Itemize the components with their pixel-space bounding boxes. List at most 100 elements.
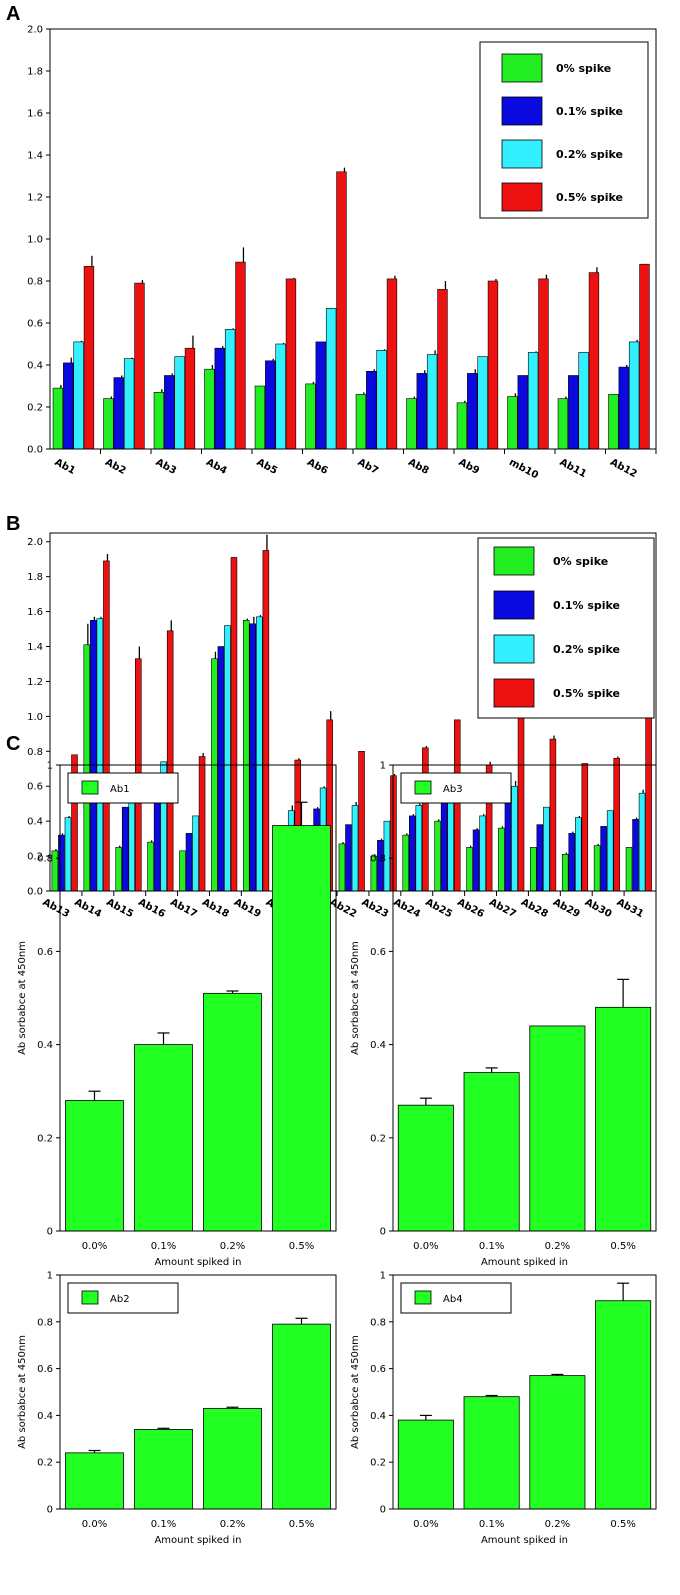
y-tick-label: 1.6	[27, 607, 43, 618]
x-axis-title: Amount spiked in	[154, 1535, 241, 1546]
bar-Ab28-0-1-spike	[536, 824, 544, 892]
bar-Ab3-0-5-spike	[184, 347, 196, 450]
x-tick-label: Ab31	[615, 897, 646, 920]
bar-Ab29-0-spike	[561, 854, 569, 892]
x-tick-label: Ab25	[423, 897, 454, 920]
chart-a: 0.0 0.2 0.4 0.6 0.8 1.0 1.2 1.4 1.6 1.8 2.0 Ab1 Ab2 A…	[27, 25, 657, 482]
legend-swatch	[501, 182, 543, 212]
bar-Ab27-0-spike	[498, 827, 505, 892]
bar-Ab7-0-2-spike	[376, 349, 387, 450]
x-tick-label: Ab4	[204, 457, 228, 477]
bar-Ab1-0-2-spike	[73, 341, 84, 450]
y-tick-label: 0	[380, 1505, 386, 1516]
bar-Ab18-0-1-spike	[217, 646, 225, 892]
bar-Ab14-0-spike	[83, 644, 91, 892]
bar-Ab26-0-2-spike	[479, 815, 486, 892]
bar-Ab31-0-5-spike	[645, 712, 652, 892]
bar-Ab17-0-5-spike	[198, 756, 206, 892]
y-tick-label: 1	[380, 761, 386, 772]
y-tick-label: 0.4	[37, 1411, 53, 1422]
x-tick-label: Ab11	[558, 457, 589, 480]
bar-Ab26-0-1-spike	[472, 829, 480, 892]
x-tick-label: Ab27	[487, 897, 518, 920]
bar-0.5%	[272, 825, 331, 1232]
bar-Ab28-0-5-spike	[549, 738, 557, 892]
y-tick-label: 0.6	[370, 947, 386, 958]
bar-Ab18-0-spike	[211, 658, 218, 892]
bar-Ab1-0-5-spike	[83, 265, 95, 450]
y-tick-label: 1	[47, 1271, 53, 1282]
legend-swatch	[493, 590, 535, 620]
legend-swatch	[493, 634, 535, 664]
bar-Ab31-0-spike	[625, 847, 633, 892]
y-tick-label: 0.2	[27, 403, 43, 414]
y-tick-label: 2.0	[27, 25, 43, 36]
bar-0.1%	[134, 1044, 193, 1232]
x-tick-label: Ab28	[519, 897, 550, 920]
y-tick-label: 0.6	[37, 1364, 53, 1375]
y-tick-label: 0	[47, 1227, 53, 1238]
y-tick-label: 1.2	[27, 193, 43, 204]
bar-Ab25-0-1-spike	[440, 799, 448, 892]
bar-Ab3-0-1-spike	[164, 375, 175, 450]
legend-label: 0.5% spike	[553, 687, 620, 700]
legend-swatch	[493, 546, 535, 576]
legend-label: 0.1% spike	[556, 105, 623, 118]
plot-frame	[49, 532, 657, 892]
bar-Ab29-0-2-spike	[575, 817, 582, 892]
y-axis-title: Ab sorbabce at 450nm	[17, 1335, 28, 1449]
x-tick-label: Ab5	[255, 457, 279, 477]
legend-swatch	[81, 1290, 99, 1305]
bar-Ab6-0-spike	[305, 383, 316, 450]
bar-Ab2-0-1-spike	[113, 377, 124, 450]
bar-Ab27-0-1-spike	[504, 801, 512, 892]
bar-0.5%	[272, 1323, 331, 1510]
y-tick-label: 1.0	[27, 712, 43, 723]
bar-Ab18-0-2-spike	[224, 625, 231, 892]
y-tick-label: 0.4	[37, 1040, 53, 1051]
x-tick-label: 0.0%	[82, 1519, 107, 1530]
x-tick-label: 0.1%	[479, 1241, 504, 1252]
legend-label: 0.5% spike	[556, 191, 623, 204]
bar-Ab9-0-spike	[456, 402, 468, 450]
legend-swatch	[501, 139, 543, 169]
bar-Ab31-0-1-spike	[632, 819, 639, 892]
bar-Ab12-0-spike	[608, 394, 619, 450]
x-tick-label: mb10	[507, 457, 540, 482]
y-tick-label: 0.6	[27, 782, 43, 793]
bar-Ab17-0-spike	[179, 850, 186, 892]
legend-swatch	[501, 96, 543, 126]
x-tick-label: 0.5%	[610, 1241, 635, 1252]
bar-Ab28-0-2-spike	[543, 806, 550, 892]
bar-Ab6-0-1-spike	[315, 341, 326, 450]
bar-Ab22-0-spike	[338, 843, 346, 892]
x-axis-title: Amount spiked in	[154, 1257, 241, 1268]
chart-c-ab1: 0 0.2 0.4 0.6 0.8 1 0.0% 0.1% 0.2% 0.5% Amount spi…	[17, 761, 337, 1268]
y-tick-label: 0.4	[27, 817, 43, 828]
bar-Ab29-0-5-spike	[581, 763, 589, 892]
y-tick-label: 0.2	[37, 1458, 53, 1469]
bar-Ab19-0-5-spike	[262, 550, 270, 892]
y-tick-label: 0.4	[370, 1411, 386, 1422]
x-tick-label: Ab12	[608, 457, 639, 480]
y-tick-label: 1	[380, 1271, 386, 1282]
bar-Ab19-0-2-spike	[256, 616, 263, 892]
legend-label: Ab1	[110, 784, 130, 795]
x-tick-label: 0.0%	[413, 1241, 438, 1252]
bar-Ab1-0-spike	[52, 387, 64, 450]
bar-0.2%	[203, 992, 262, 1232]
y-tick-label: 1.8	[27, 572, 43, 583]
bar-Ab28-0-spike	[530, 847, 537, 892]
x-tick-label: 0.2%	[545, 1241, 570, 1252]
bar-0.0%	[397, 1419, 454, 1510]
x-tick-label: 0.2%	[545, 1519, 570, 1530]
panel-label-a: A	[6, 3, 20, 25]
y-tick-label: 1	[47, 761, 53, 772]
legend-label: Ab3	[443, 784, 463, 795]
bar-mb10-0-2-spike	[527, 352, 539, 450]
x-tick-label: 0.2%	[220, 1519, 245, 1530]
y-tick-label: 0	[380, 1227, 386, 1238]
x-tick-label: Ab2	[103, 457, 127, 477]
chart-c-ab4: 0 0.2 0.4 0.6 0.8 1 0.0% 0.1% 0.2% 0.5% Amount spi…	[350, 1271, 657, 1546]
bar-0.0%	[65, 1452, 124, 1510]
